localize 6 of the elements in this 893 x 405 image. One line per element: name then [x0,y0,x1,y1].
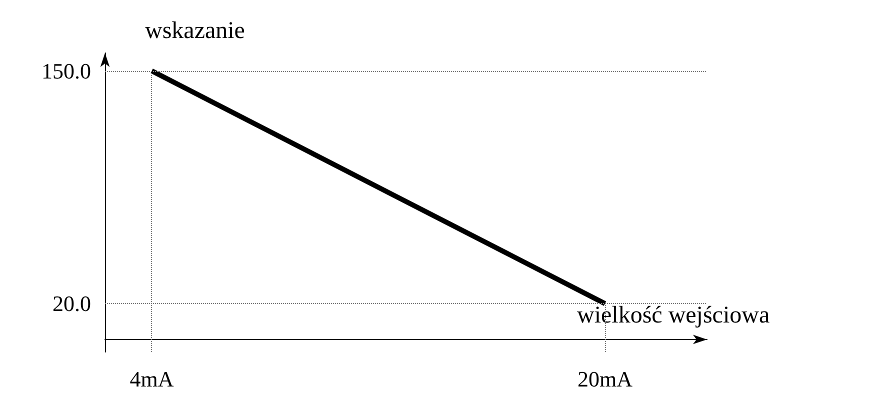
x-tick-label: 4mA [130,366,174,392]
x-tick-label: 20mA [578,366,633,392]
y-tick-label: 150.0 [42,58,91,84]
y-axis-title: wskazanie [145,18,245,44]
y-tick-label: 20.0 [52,291,91,316]
x-axis-title: wielkość wejściowa [577,302,770,328]
